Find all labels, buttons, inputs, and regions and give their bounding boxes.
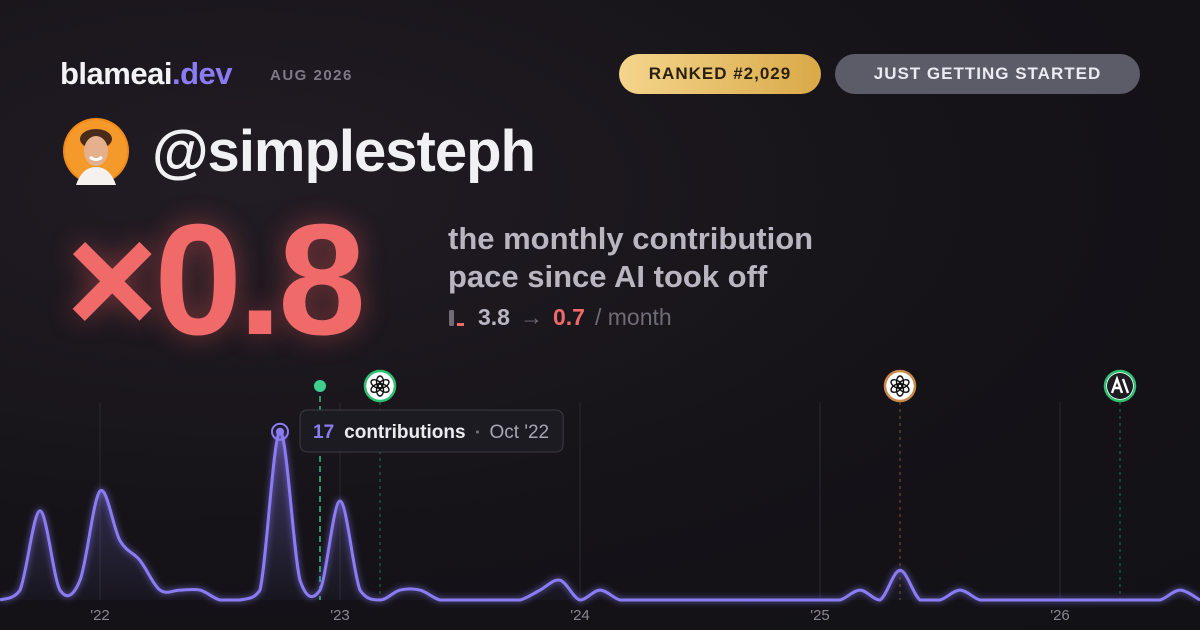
rank-badge: RANKED #2,029 [619,54,821,94]
line [0,430,1200,602]
icon-glyph [1110,375,1130,394]
brand: blameai.dev [60,56,232,92]
pace-icon [449,309,464,326]
description: the monthly contribution pace since AI t… [448,220,813,296]
handle: @simplesteph [152,119,536,184]
brand-tld: .dev [171,56,233,91]
pace-arrow: → [519,304,543,330]
pace-unit: / month [594,304,672,330]
x-tick-label: '25 [810,607,830,624]
brand-name: blameai [60,56,172,91]
x-tick-label: '26 [1050,607,1070,624]
highlight-ring [271,422,289,441]
pace-before: 3.8 [478,304,510,330]
tooltip-label: contributions [344,422,465,443]
x-tick-label: '22 [90,607,110,624]
multiplier: ×0.8 [66,192,366,368]
tooltip-sep [475,430,480,434]
status-badge: JUST GETTING STARTED [835,54,1140,94]
pace: 3.8 → 0.7 / month [448,304,672,331]
x-tick-label: '24 [570,607,590,624]
avatar [63,118,129,185]
tooltip-value: 17 [313,422,334,443]
x-tick-label: '23 [330,607,350,624]
event-dot [314,380,326,392]
pace-after: 0.7 [552,304,585,330]
icon-petal [890,379,903,389]
area [0,431,1200,600]
event-marker [1103,369,1137,600]
event-marker [363,369,397,600]
tooltip-date: Oct '22 [490,422,550,443]
description-line: pace since AI took off [448,259,768,294]
event-icon [363,369,397,403]
line-glow [0,428,1200,604]
date: AUG 2026 [270,67,353,84]
icon-petal [370,379,383,389]
description-line: the monthly contribution [448,221,814,256]
event-marker [883,369,917,600]
highlight-dot [276,427,284,436]
tooltip-box [299,409,564,453]
event-icon [883,369,917,403]
